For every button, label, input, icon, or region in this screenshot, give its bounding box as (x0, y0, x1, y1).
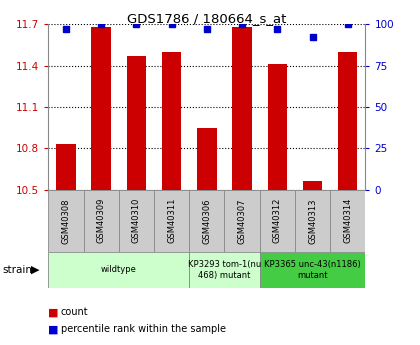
Bar (162, 52, 181, 190)
Bar (48, 252, 189, 288)
Text: GSM40307: GSM40307 (238, 198, 247, 244)
Bar (338, 52, 357, 190)
Bar (268, 64, 287, 190)
Bar (119, 190, 154, 252)
Text: count: count (61, 307, 89, 317)
Text: GSM40310: GSM40310 (132, 198, 141, 244)
Text: percentile rank within the sample: percentile rank within the sample (61, 325, 226, 334)
Text: GSM40308: GSM40308 (61, 198, 71, 244)
Text: GSM40313: GSM40313 (308, 198, 317, 244)
Bar (224, 190, 260, 252)
Text: ■: ■ (48, 325, 59, 334)
Bar (232, 27, 252, 190)
Bar (56, 144, 76, 190)
Text: wildtype: wildtype (101, 265, 136, 275)
Text: GDS1786 / 180664_s_at: GDS1786 / 180664_s_at (127, 12, 286, 25)
Text: GSM40306: GSM40306 (202, 198, 211, 244)
Text: GSM40314: GSM40314 (343, 198, 352, 244)
Text: ■: ■ (48, 307, 59, 317)
Bar (127, 56, 146, 190)
Text: strain: strain (2, 265, 32, 275)
Bar (330, 190, 365, 252)
Bar (189, 190, 224, 252)
Bar (260, 190, 295, 252)
Bar (295, 190, 330, 252)
Text: KP3365 unc-43(n1186)
mutant: KP3365 unc-43(n1186) mutant (264, 260, 361, 280)
Bar (189, 252, 260, 288)
Text: ▶: ▶ (31, 265, 39, 275)
Text: KP3293 tom-1(nu
468) mutant: KP3293 tom-1(nu 468) mutant (188, 260, 261, 280)
Bar (260, 252, 365, 288)
Bar (48, 190, 84, 252)
Bar (303, 181, 322, 190)
Bar (197, 128, 217, 190)
Text: GSM40312: GSM40312 (273, 198, 282, 244)
Bar (84, 190, 119, 252)
Bar (92, 27, 111, 190)
Text: GSM40309: GSM40309 (97, 198, 106, 244)
Bar (154, 190, 189, 252)
Text: GSM40311: GSM40311 (167, 198, 176, 244)
